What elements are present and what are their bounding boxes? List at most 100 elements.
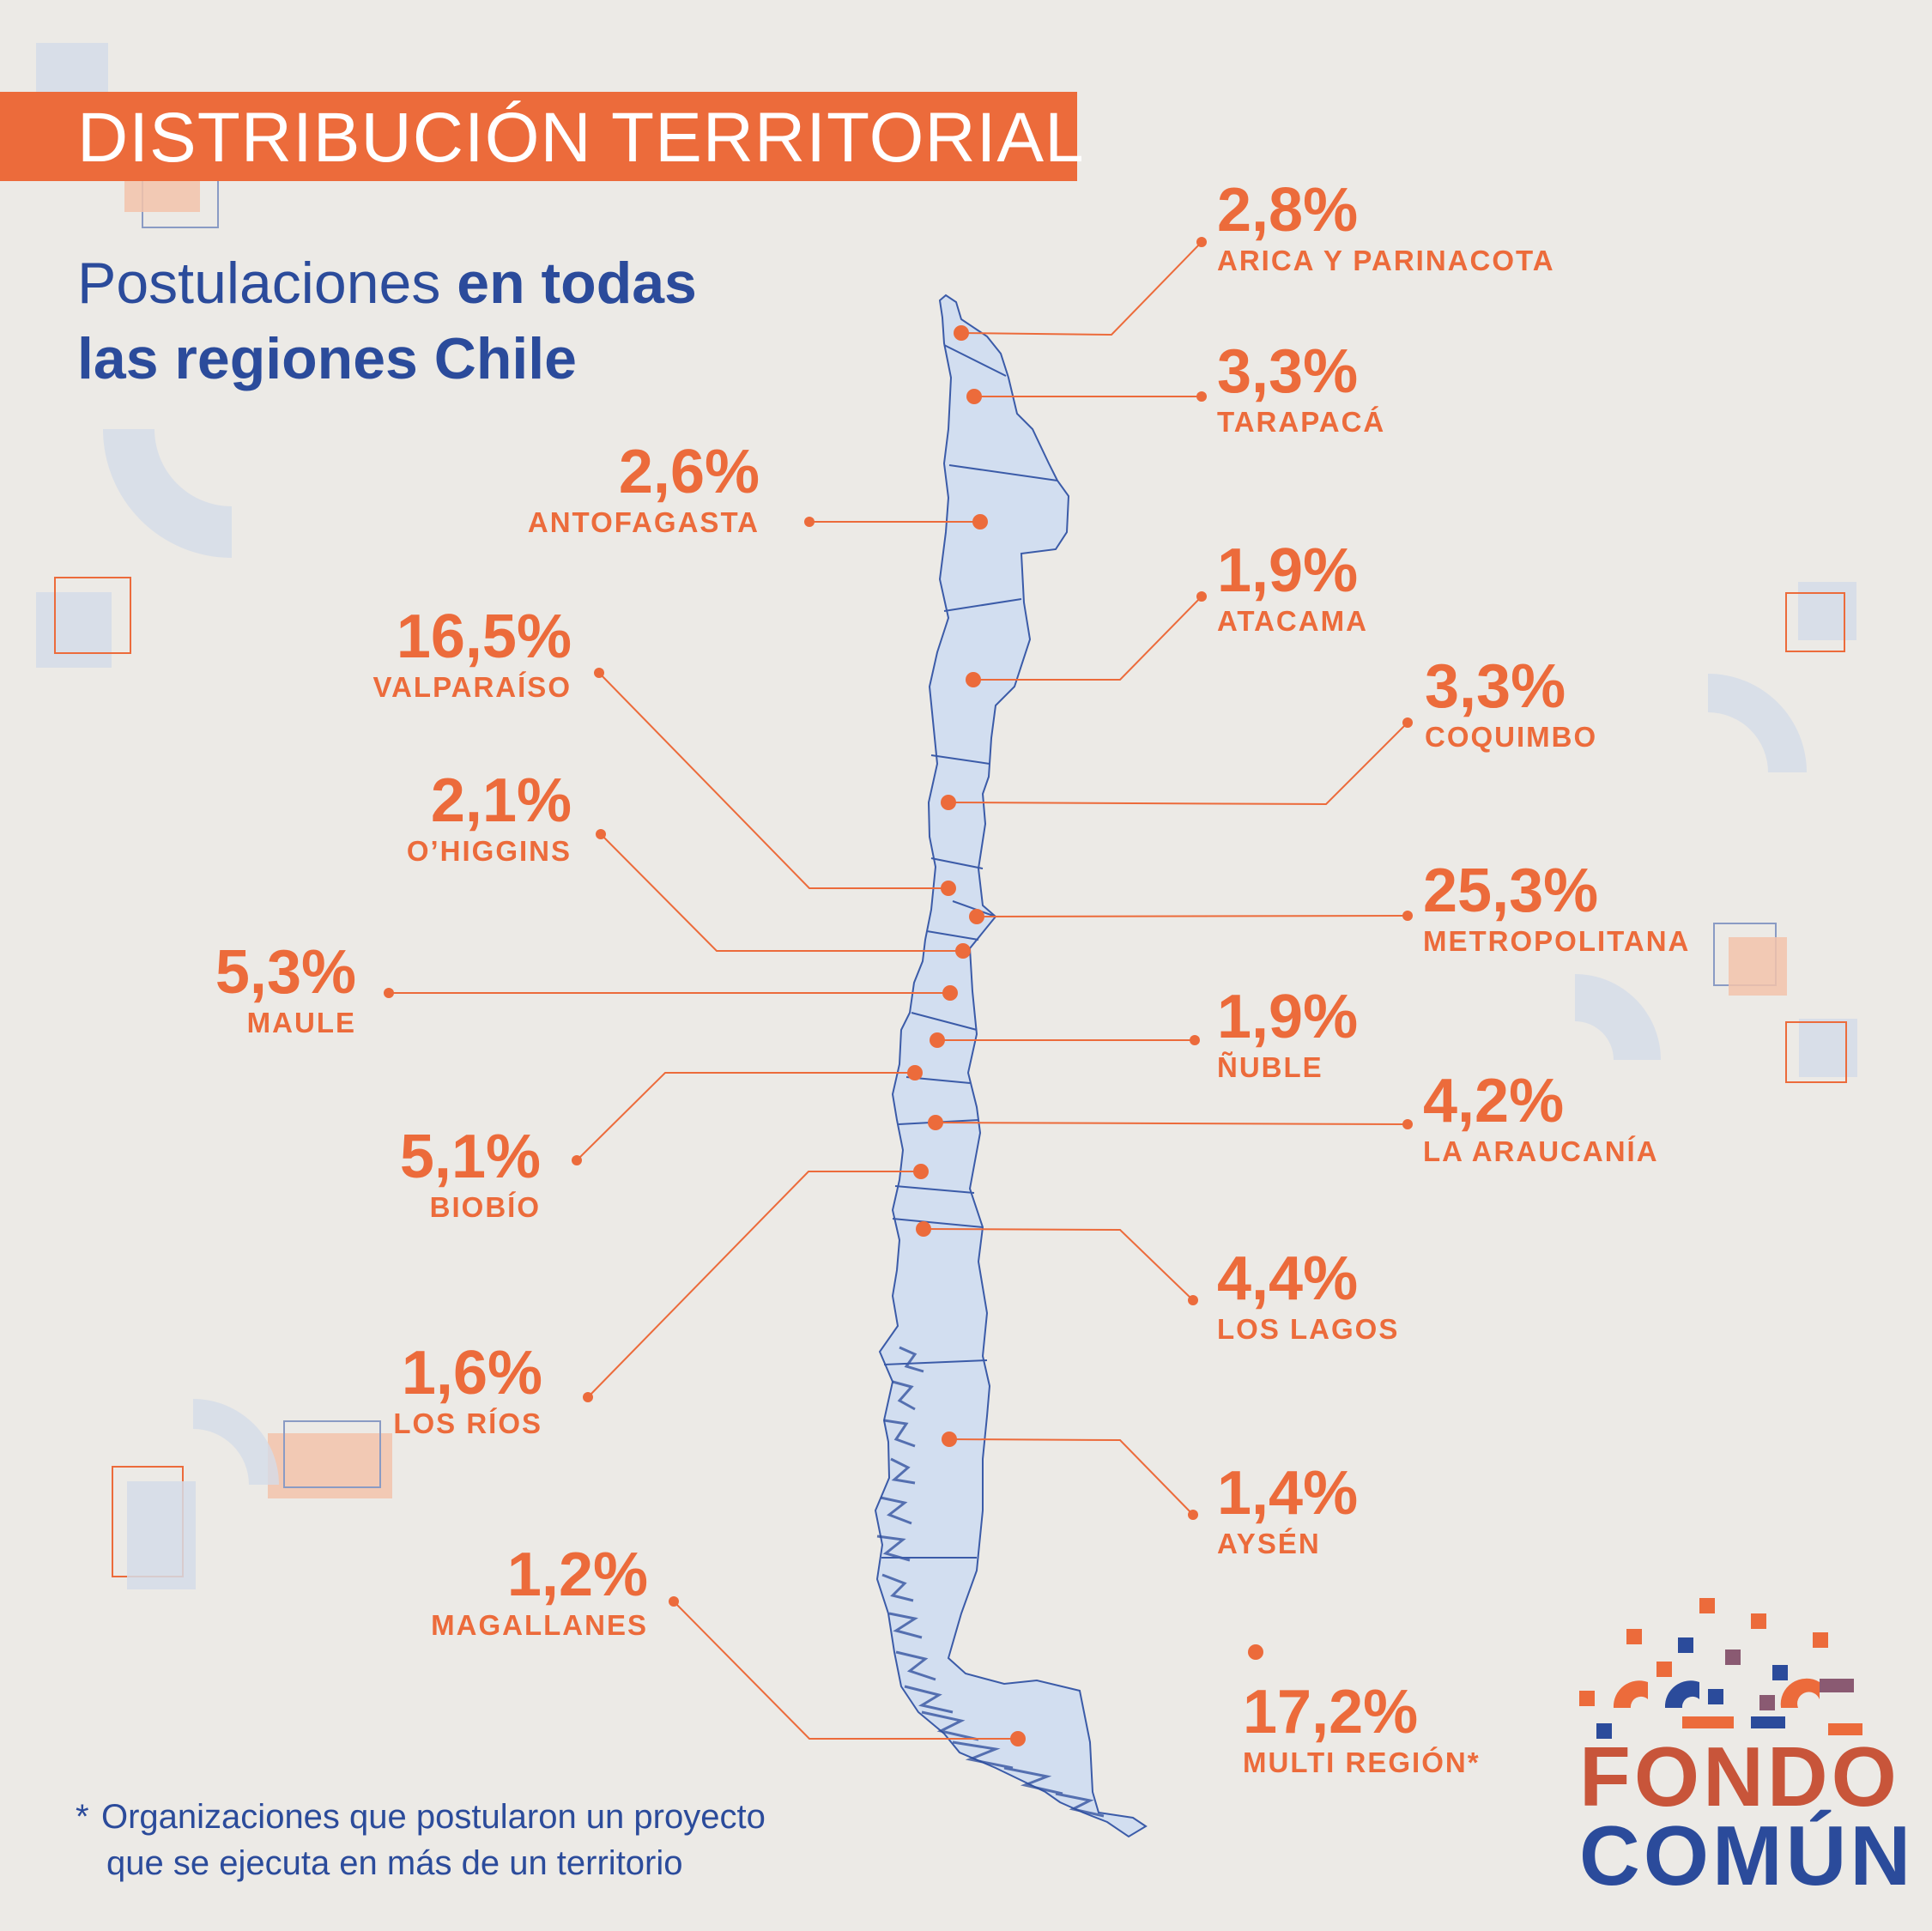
name-coquimbo: COQUIMBO bbox=[1425, 721, 1598, 753]
dot-loslagos-end bbox=[1188, 1295, 1198, 1305]
leader-araucania bbox=[935, 1122, 1408, 1125]
dot-metropolitana bbox=[969, 909, 984, 924]
dot-tarapaca-end bbox=[1196, 391, 1207, 402]
decor-square bbox=[124, 176, 200, 212]
dot-maule-end bbox=[384, 988, 394, 998]
decor-square bbox=[36, 592, 112, 668]
dot-maule bbox=[942, 985, 958, 1001]
logo-confetti bbox=[1579, 1598, 1862, 1739]
name-biobio: BIOBÍO bbox=[429, 1191, 541, 1223]
name-araucania: LA ARAUCANÍA bbox=[1423, 1135, 1659, 1167]
decor-square-outline bbox=[54, 577, 131, 654]
percent-arica: 2,8% bbox=[1217, 176, 1359, 245]
title-banner bbox=[0, 92, 1077, 181]
leader-magallanes bbox=[673, 1601, 1018, 1740]
dot-valparaiso-end bbox=[594, 668, 604, 678]
dot-losrios bbox=[913, 1164, 929, 1179]
region-borders bbox=[881, 344, 1058, 1559]
label-multi-region: 17,2% MULTI REGIÓN* bbox=[1243, 1678, 1481, 1779]
percent-coquimbo: 3,3% bbox=[1425, 652, 1566, 721]
percent-maule: 5,3% bbox=[215, 938, 356, 1007]
name-valparaiso: VALPARAÍSO bbox=[372, 671, 572, 703]
name-magallanes: MAGALLANES bbox=[431, 1609, 648, 1641]
name-multi-region: MULTI REGIÓN* bbox=[1243, 1746, 1481, 1778]
percent-valparaiso: 16,5% bbox=[396, 602, 572, 671]
logo-word-fondo: FONDO bbox=[1579, 1729, 1900, 1824]
footnote-line-1: Organizaciones que postularon un proyect… bbox=[101, 1798, 766, 1836]
subtitle-bold-1: en todas bbox=[457, 251, 697, 316]
leader-valparaiso bbox=[598, 672, 948, 889]
label-aysen: 1,4% AYSÉN bbox=[1217, 1459, 1358, 1560]
label-magallanes: 1,2% MAGALLANES bbox=[309, 1541, 648, 1642]
subtitle-regular: Postulaciones bbox=[77, 251, 457, 316]
footnote-asterisk: * bbox=[76, 1798, 89, 1836]
dot-ohiggins bbox=[955, 943, 971, 959]
decor-arc bbox=[1575, 974, 1661, 1060]
leader-atacama bbox=[973, 596, 1202, 681]
label-los-lagos: 4,4% LOS LAGOS bbox=[1217, 1244, 1399, 1346]
dot-araucania bbox=[928, 1115, 943, 1130]
name-ohiggins: O’HIGGINS bbox=[406, 835, 572, 867]
percent-ohiggins: 2,1% bbox=[430, 766, 572, 835]
dot-tarapaca bbox=[966, 389, 982, 404]
dot-atacama-end bbox=[1196, 591, 1207, 602]
subtitle-bold-2: las regiones Chile bbox=[77, 326, 577, 391]
percent-multi-region: 17,2% bbox=[1243, 1678, 1419, 1746]
label-ohiggins: 2,1% O’HIGGINS bbox=[223, 766, 572, 868]
decor-arc bbox=[193, 1399, 279, 1485]
decor-square bbox=[1799, 1019, 1857, 1077]
fondo-comun-logo-graphic bbox=[1579, 1598, 1862, 1739]
dot-magallanes-end bbox=[669, 1596, 679, 1607]
percent-loslagos: 4,4% bbox=[1217, 1244, 1359, 1313]
logo-word-comun: COMÚN bbox=[1579, 1808, 1915, 1903]
leader-loslagos bbox=[923, 1228, 1194, 1301]
name-antofagasta: ANTOFAGASTA bbox=[527, 506, 760, 538]
percent-atacama: 1,9% bbox=[1217, 536, 1359, 605]
leader-biobio bbox=[576, 1072, 915, 1161]
dot-metropolitana-end bbox=[1402, 911, 1413, 921]
page-subtitle: Postulaciones en todas las regiones Chile bbox=[77, 245, 850, 396]
decor-square bbox=[1729, 937, 1787, 996]
decor-rect-outline bbox=[283, 1420, 381, 1488]
decor-square-outline bbox=[1785, 592, 1845, 652]
label-la-araucania: 4,2% LA ARAUCANÍA bbox=[1423, 1067, 1659, 1168]
percent-losrios: 1,6% bbox=[401, 1339, 542, 1407]
name-nuble: ÑUBLE bbox=[1217, 1051, 1323, 1083]
dot-ohiggins-end bbox=[596, 829, 606, 839]
dot-coquimbo-end bbox=[1402, 717, 1413, 728]
name-arica: ARICA Y PARINACOTA bbox=[1217, 245, 1555, 276]
chile-outline bbox=[874, 294, 1148, 1838]
name-loslagos: LOS LAGOS bbox=[1217, 1313, 1400, 1345]
label-tarapaca: 3,3% TARAPACÁ bbox=[1217, 337, 1385, 439]
label-valparaiso: 16,5% VALPARAÍSO bbox=[223, 602, 572, 704]
percent-biobio: 5,1% bbox=[399, 1123, 541, 1191]
dot-aysen-end bbox=[1188, 1510, 1198, 1520]
label-atacama: 1,9% ATACAMA bbox=[1217, 536, 1368, 638]
label-nuble: 1,9% ÑUBLE bbox=[1217, 983, 1358, 1084]
label-metropolitana: 25,3% METROPOLITANA bbox=[1423, 857, 1690, 958]
decor-arc bbox=[103, 429, 232, 558]
label-antofagasta: 2,6% ANTOFAGASTA bbox=[412, 438, 760, 539]
leader-lines bbox=[389, 241, 1408, 1740]
dot-arica-end bbox=[1196, 237, 1207, 247]
label-arica-y-parinacota: 2,8% ARICA Y PARINACOTA bbox=[1217, 176, 1555, 277]
leader-aysen bbox=[948, 1438, 1194, 1516]
percent-tarapaca: 3,3% bbox=[1217, 337, 1359, 406]
region-dots bbox=[384, 237, 1413, 1746]
leader-ohiggins bbox=[600, 833, 963, 952]
dot-aysen bbox=[942, 1432, 957, 1447]
dot-antofagasta-end bbox=[804, 517, 815, 527]
dot-losrios-end bbox=[583, 1392, 593, 1402]
label-los-rios: 1,6% LOS RÍOS bbox=[223, 1339, 542, 1440]
page-title: DISTRIBUCIÓN TERRITORIAL bbox=[77, 99, 1085, 177]
percent-nuble: 1,9% bbox=[1217, 983, 1359, 1051]
percent-araucania: 4,2% bbox=[1423, 1067, 1565, 1135]
name-aysen: AYSÉN bbox=[1217, 1528, 1321, 1559]
footnote-line-2: que se ejecuta en más de un territorio bbox=[106, 1844, 683, 1882]
dot-atacama bbox=[966, 672, 981, 687]
leader-metropolitana bbox=[976, 915, 1408, 917]
percent-metropolitana: 25,3% bbox=[1423, 857, 1599, 925]
percent-magallanes: 1,2% bbox=[506, 1541, 648, 1609]
name-tarapaca: TARAPACÁ bbox=[1217, 406, 1386, 438]
